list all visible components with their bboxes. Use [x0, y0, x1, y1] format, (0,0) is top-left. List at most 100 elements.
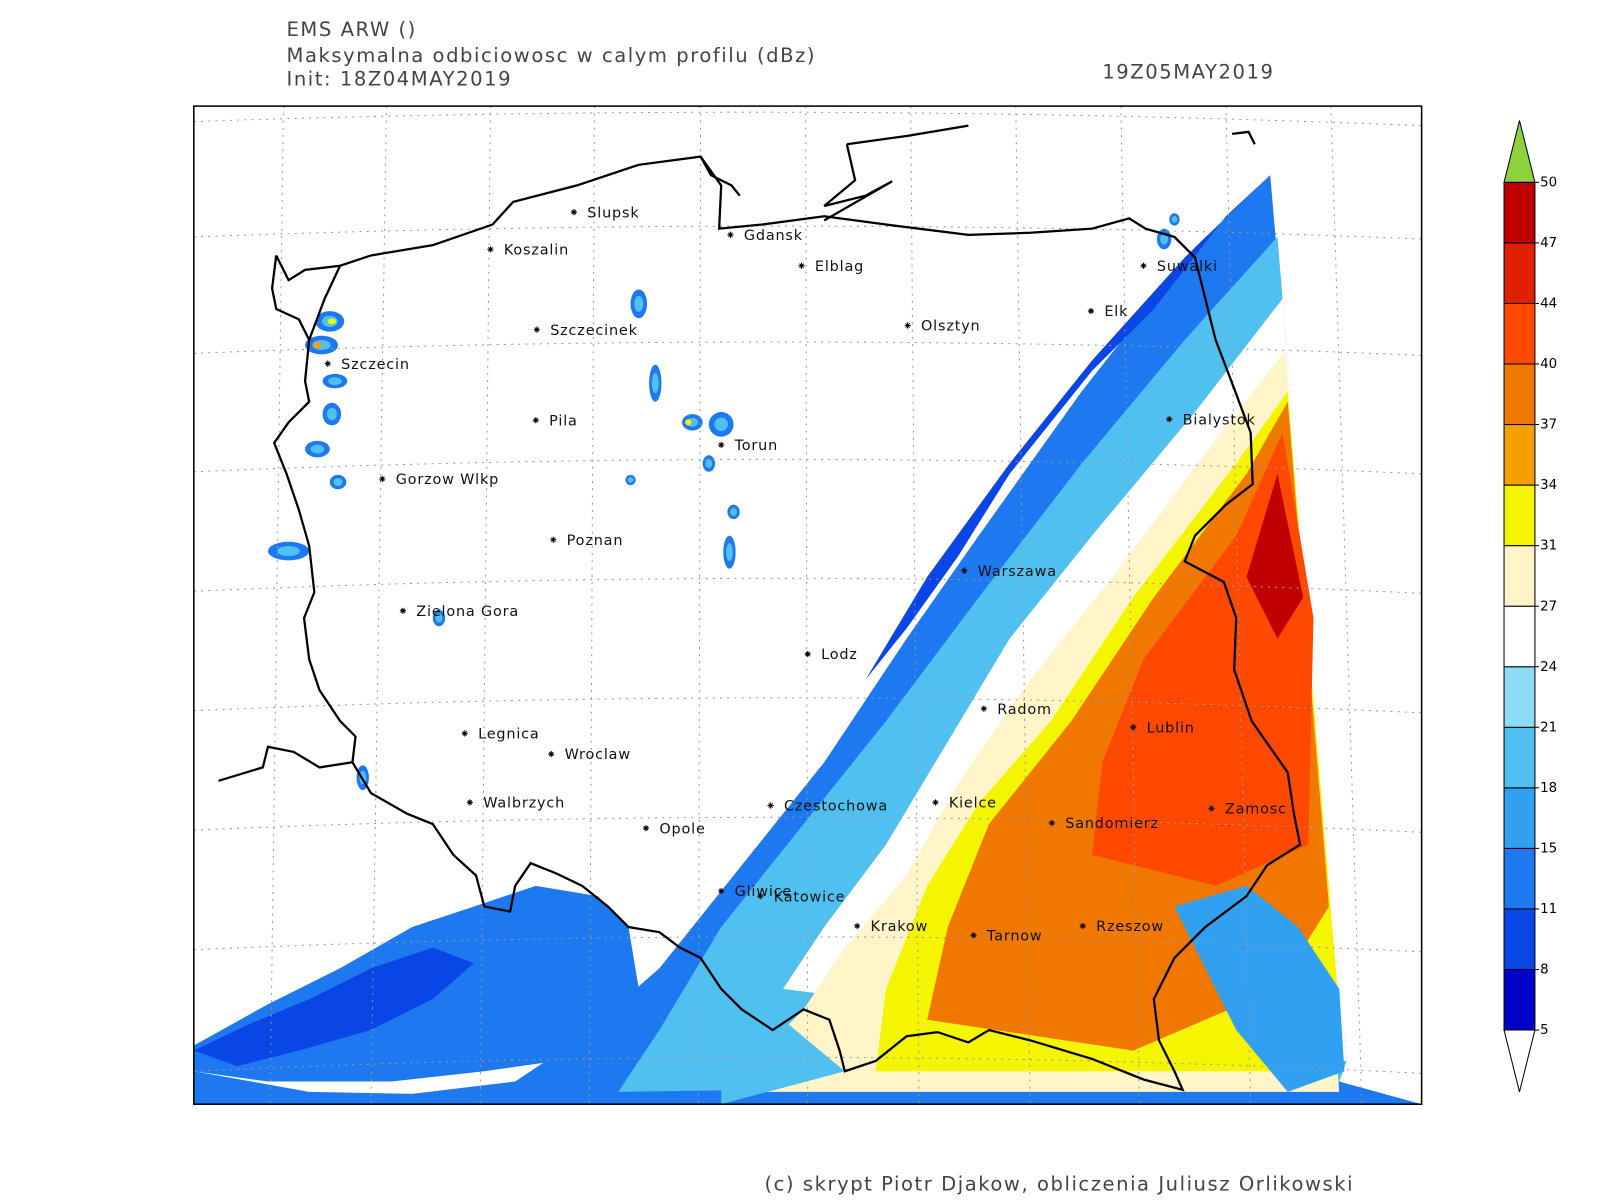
colorbar-box [1503, 666, 1536, 728]
colorbar-box [1503, 242, 1536, 304]
city-marker [1208, 805, 1215, 812]
city-marker [727, 231, 734, 238]
colorbar-box [1503, 605, 1536, 668]
reflectivity-cell [327, 318, 336, 325]
city-label: Suwalki [1157, 259, 1218, 275]
colorbar-box [1503, 424, 1536, 486]
reflectivity-cell [714, 417, 729, 432]
city-marker [757, 893, 764, 900]
city-label: Kielce [949, 796, 997, 812]
colorbar-label: 8 [1540, 963, 1549, 978]
city-marker [1166, 416, 1173, 423]
city-marker [932, 799, 939, 806]
city-label: Zamosc [1225, 802, 1287, 818]
colorbar-label: 5 [1540, 1023, 1549, 1038]
city-marker [550, 536, 557, 543]
colorbar-box [1503, 484, 1536, 547]
colorbar-box [1503, 545, 1536, 607]
colorbar-box [1503, 181, 1536, 244]
colorbar-box [1503, 363, 1536, 426]
city-marker [548, 750, 555, 758]
valid-time: 19Z05MAY2019 [1102, 60, 1274, 83]
colorbar-label: 47 [1540, 236, 1557, 251]
city-label: Slupsk [587, 205, 639, 221]
reflectivity-cell [705, 458, 713, 469]
city-label: Poznan [567, 533, 624, 549]
city-marker [970, 932, 977, 939]
reflectivity-cell [313, 341, 322, 349]
city-label: Elk [1104, 304, 1128, 320]
colorbar-box [1503, 847, 1536, 910]
reflectivity-cell [435, 613, 443, 623]
reflectivity-cell [651, 372, 659, 394]
colorbar: 5 8 11 15 18 21 24 27 31 34 37 40 44 47 50 [1503, 120, 1557, 1092]
colorbar-label: 34 [1540, 478, 1557, 493]
city-label: Gorzow Wlkp [396, 472, 499, 488]
city-marker [804, 650, 811, 658]
colorbar-under [1503, 1029, 1536, 1092]
city-marker [466, 799, 473, 806]
city-marker [1079, 922, 1086, 930]
reflectivity-cell [1171, 216, 1178, 223]
city-label: Rzeszow [1096, 919, 1164, 935]
city-marker [718, 887, 725, 895]
city-marker [379, 475, 386, 483]
city-label: Torun [734, 438, 778, 454]
map-frame [193, 105, 1423, 1105]
city-label: Walbrzych [483, 796, 565, 812]
city-marker [767, 802, 774, 809]
city-label: Warszawa [978, 564, 1057, 580]
reflectivity-area [1174, 885, 1345, 1092]
city-label: Lublin [1147, 720, 1195, 736]
colorbar-label: 50 [1540, 175, 1557, 190]
colorbar-box [1503, 726, 1536, 789]
city-label: Bialystok [1183, 412, 1256, 428]
colorbar-label: 18 [1540, 781, 1557, 796]
colorbar-label: 21 [1540, 720, 1557, 735]
reflectivity-cell [627, 477, 634, 483]
reflectivity-area [1246, 473, 1304, 639]
colorbar-label: 44 [1540, 297, 1557, 312]
city-label: Lodz [821, 647, 858, 663]
reflectivity-cell [730, 507, 737, 516]
city-marker [980, 705, 987, 712]
city-marker [904, 322, 911, 329]
reflectivity-cell [685, 419, 692, 426]
reflectivity-cell [310, 444, 325, 454]
colorbar-box [1503, 908, 1536, 971]
city-label: Zielona Gora [416, 604, 519, 620]
city-marker [1130, 724, 1137, 731]
graticule [193, 106, 1422, 1105]
city-label: Sandomierz [1065, 816, 1159, 832]
colorbar-box [1503, 968, 1536, 1031]
cities: Slupsk Koszalin Gdansk Elblag Suwalki Elk Olsz… [324, 205, 1287, 944]
colorbar-label: 27 [1540, 599, 1557, 614]
city-marker [1140, 262, 1147, 269]
colorbar-over [1503, 120, 1536, 183]
city-label: Radom [997, 702, 1052, 718]
city-label: Elblag [815, 259, 864, 275]
colorbar-label: 24 [1540, 660, 1557, 675]
colorbar-box [1503, 302, 1536, 365]
city-marker [961, 567, 968, 574]
reflectivity-cell [333, 478, 343, 487]
city-label: Katowice [774, 889, 846, 905]
city-label: Wroclaw [565, 747, 631, 763]
city-marker [1048, 819, 1055, 827]
city-label: Czestochowa [784, 799, 888, 815]
city-marker [570, 209, 577, 216]
city-marker [532, 417, 539, 424]
city-marker [642, 825, 650, 832]
reflectivity-field [193, 175, 1422, 1105]
colorbar-label: 37 [1540, 418, 1557, 433]
reflectivity-cell [326, 407, 337, 421]
reflectivity-cell [726, 543, 733, 562]
colorbar-box [1503, 787, 1536, 849]
reflectivity-cell [634, 295, 644, 312]
city-label: Gdansk [744, 228, 803, 244]
city-label: Opole [659, 821, 705, 837]
city-marker [324, 360, 331, 367]
city-label: Szczecinek [550, 323, 638, 339]
footer: (c) skrypt Piotr Djakow, obliczenia Juli… [764, 1173, 1354, 1196]
